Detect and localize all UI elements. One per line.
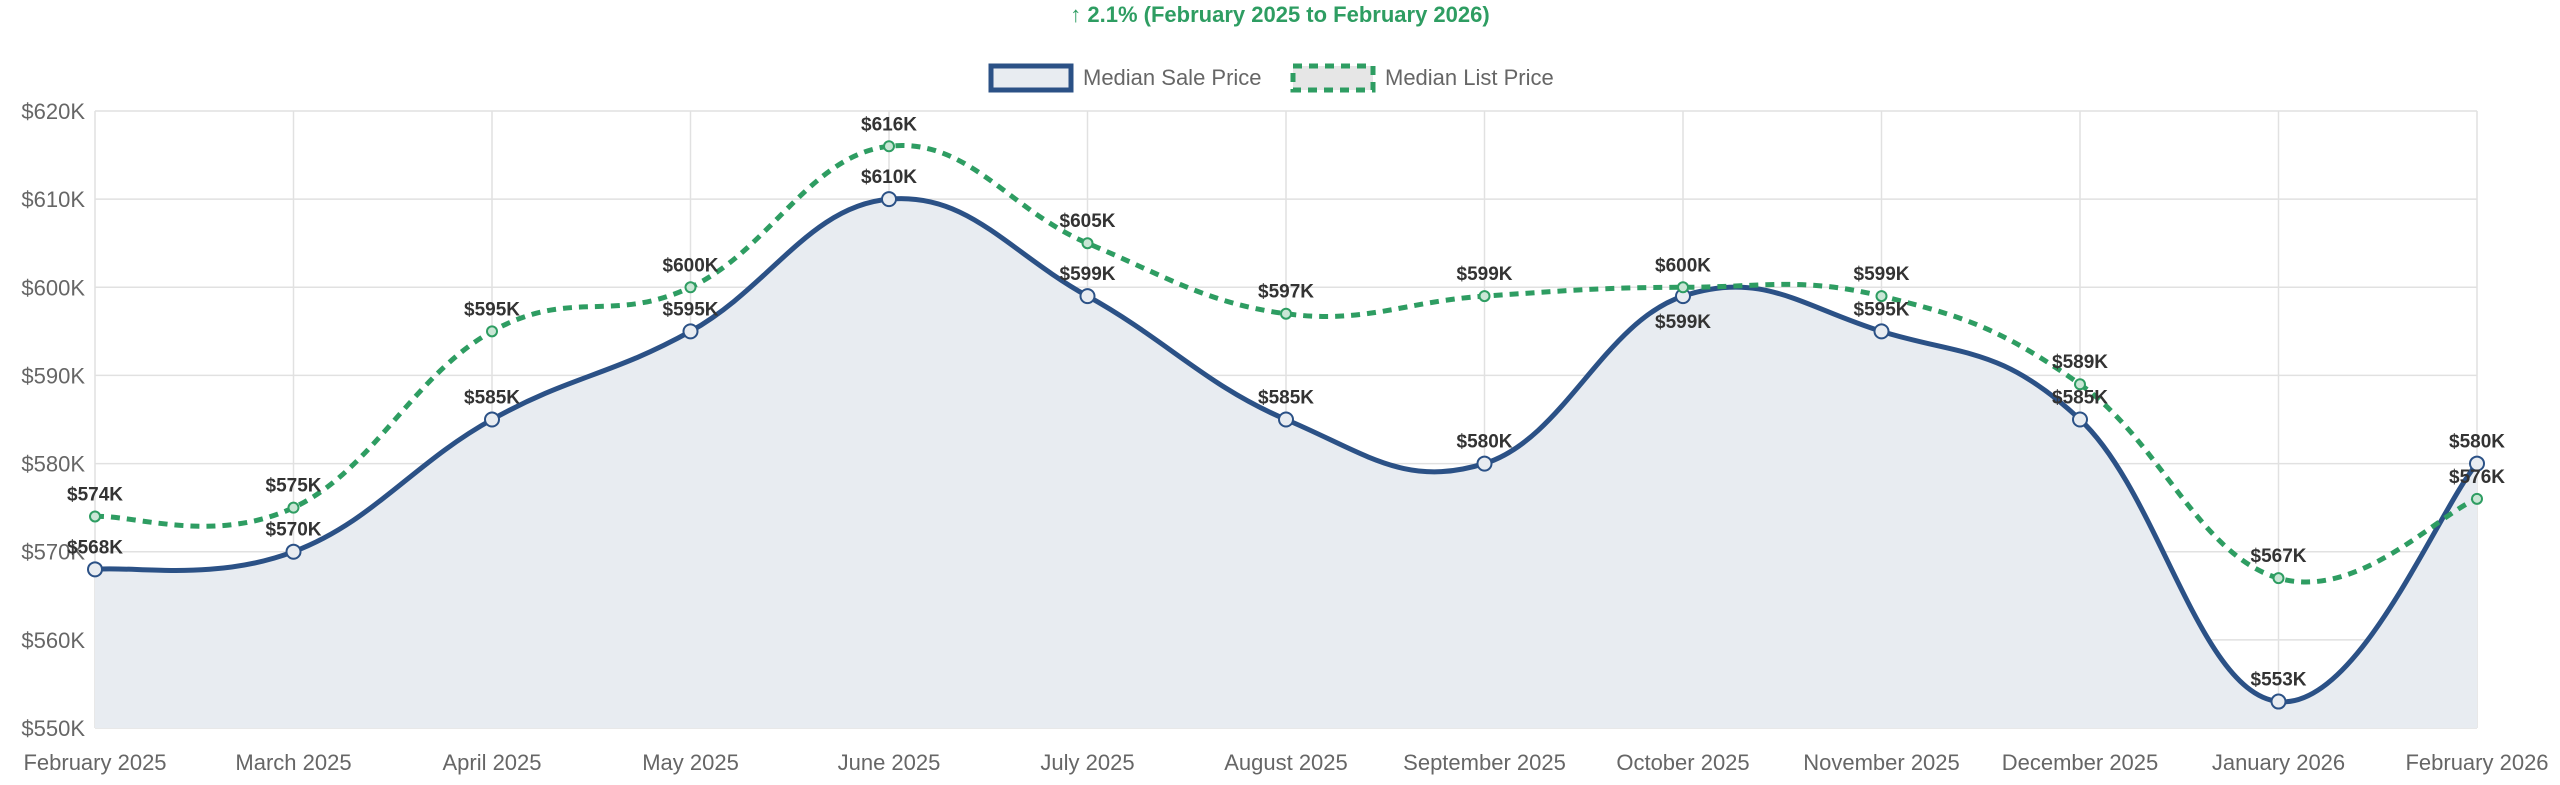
x-tick-label: November 2025 xyxy=(1803,750,1960,775)
y-tick-label: $610K xyxy=(21,187,85,212)
y-tick-label: $620K xyxy=(21,99,85,124)
data-label: $599K xyxy=(1060,264,1116,285)
data-label: $610K xyxy=(861,167,917,188)
data-point xyxy=(2270,693,2287,710)
y-tick-label: $550K xyxy=(21,716,85,741)
data-label: $585K xyxy=(1258,388,1314,409)
data-point xyxy=(484,411,500,428)
data-label: $580K xyxy=(2449,432,2505,453)
data-label: $600K xyxy=(663,255,719,276)
data-label: $589K xyxy=(2052,352,2108,373)
x-tick-label: July 2025 xyxy=(1040,750,1134,775)
data-label: $567K xyxy=(2251,546,2307,567)
x-tick-label: February 2026 xyxy=(2405,750,2548,775)
x-tick-label: April 2025 xyxy=(442,750,541,775)
data-label: $599K xyxy=(1655,312,1711,333)
data-label: $585K xyxy=(2052,388,2108,409)
data-point xyxy=(1280,307,1292,320)
data-point xyxy=(89,510,101,523)
data-label: $568K xyxy=(67,537,123,558)
data-point xyxy=(883,140,895,153)
data-point xyxy=(682,323,699,340)
chart-title: ↑ 2.1% (February 2025 to February 2026) xyxy=(1070,2,1489,27)
x-tick-label: October 2025 xyxy=(1616,750,1749,775)
y-tick-label: $570K xyxy=(21,540,85,565)
data-label: $595K xyxy=(464,299,520,320)
data-point xyxy=(1875,290,1888,303)
x-tick-label: September 2025 xyxy=(1403,750,1566,775)
data-label: $599K xyxy=(1854,264,1910,285)
data-point xyxy=(1873,323,1890,340)
data-label: $575K xyxy=(266,476,322,497)
data-point xyxy=(2074,378,2086,391)
x-tick-label: December 2025 xyxy=(2002,750,2159,775)
data-point xyxy=(1478,290,1491,303)
x-tick-label: February 2025 xyxy=(23,750,166,775)
y-tick-label: $580K xyxy=(21,452,85,477)
sale-price-line xyxy=(94,196,2479,705)
x-tick-label: August 2025 xyxy=(1224,750,1348,775)
data-label: $553K xyxy=(2251,670,2307,691)
data-point xyxy=(287,501,300,514)
data-point xyxy=(1677,281,1689,294)
data-label: $570K xyxy=(266,520,322,541)
data-point xyxy=(2471,492,2483,505)
x-tick-label: March 2025 xyxy=(235,750,351,775)
y-tick-label: $560K xyxy=(21,628,85,653)
data-point xyxy=(486,325,498,338)
data-label: $599K xyxy=(1457,264,1513,285)
legend: Median Sale Price Median List Price xyxy=(988,63,1554,93)
data-label: $576K xyxy=(2449,467,2505,488)
x-tick-label: June 2025 xyxy=(838,750,941,775)
data-label: $580K xyxy=(1457,432,1513,453)
legend-swatch-sale xyxy=(988,63,1074,93)
series-area xyxy=(95,198,2477,728)
data-label: $574K xyxy=(67,484,123,505)
data-label: $585K xyxy=(464,388,520,409)
data-point xyxy=(2072,411,2088,428)
data-label: $595K xyxy=(1854,299,1910,320)
data-point xyxy=(1476,455,1493,472)
x-tick-label: May 2025 xyxy=(642,750,739,775)
data-point xyxy=(1079,288,1096,305)
data-point xyxy=(2469,455,2485,472)
data-label: $600K xyxy=(1655,255,1711,276)
y-tick-label: $590K xyxy=(21,363,85,388)
legend-swatch-list xyxy=(1290,63,1376,93)
data-point xyxy=(881,191,897,208)
series-layer xyxy=(87,140,2485,728)
legend-label-sale: Median Sale Price xyxy=(1083,65,1262,90)
data-label: $597K xyxy=(1258,282,1314,303)
data-point xyxy=(285,543,302,560)
data-label: $595K xyxy=(663,299,719,320)
data-label: $616K xyxy=(861,114,917,135)
y-tick-label: $600K xyxy=(21,275,85,300)
data-point xyxy=(2272,572,2285,585)
data-point xyxy=(1278,411,1294,428)
legend-label-list: Median List Price xyxy=(1385,65,1554,90)
data-labels: $568K $570K $585K $595K $610K $599K $585K $580K… xyxy=(67,114,2505,690)
data-point xyxy=(1081,237,1094,250)
data-label: $605K xyxy=(1060,211,1116,232)
data-point xyxy=(87,561,103,578)
data-point xyxy=(684,281,697,294)
x-tick-label: January 2026 xyxy=(2212,750,2345,775)
